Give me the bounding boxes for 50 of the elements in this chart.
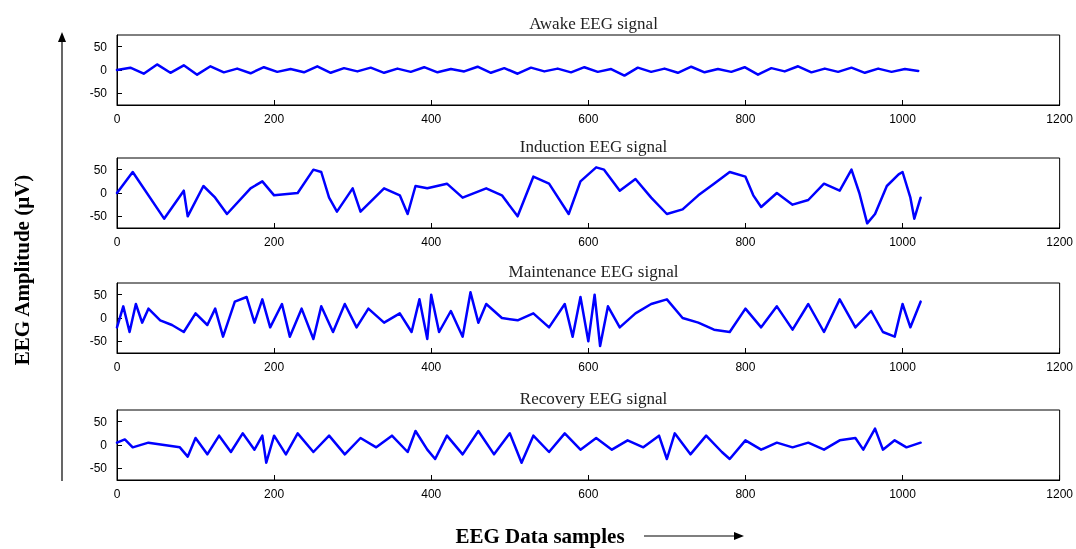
line-series (115, 427, 922, 464)
x-tick-label: 0 (113, 487, 121, 501)
x-tick-label: 600 (578, 360, 599, 374)
x-tick-label: 1000 (889, 487, 917, 501)
y-tick-label: 50 (93, 287, 108, 302)
y-tick-label: -50 (89, 461, 108, 476)
y-axis-title: EEG Amplitude (μV) (9, 174, 35, 366)
chart-title: Induction EEG signal (519, 137, 668, 156)
x-tick-label: 200 (264, 487, 285, 501)
x-tick-label: 0 (113, 360, 121, 374)
y-tick-label: -50 (89, 334, 108, 349)
y-tick-label: 50 (93, 414, 108, 429)
x-tick-label: 0 (113, 112, 121, 126)
x-tick-label: 400 (421, 112, 442, 126)
x-tick-label: 800 (735, 235, 756, 249)
x-tick-label: 1200 (1046, 360, 1074, 374)
x-tick-label: 200 (264, 112, 285, 126)
x-tick-label: 800 (735, 487, 756, 501)
x-tick-label: 200 (264, 360, 285, 374)
x-tick-label: 1000 (889, 112, 917, 126)
y-tick-label: 0 (100, 63, 108, 77)
x-tick-label: 400 (421, 360, 442, 374)
x-tick-label: 400 (421, 235, 442, 249)
x-tick-label: 600 (578, 112, 599, 126)
x-tick-label: 400 (421, 487, 442, 501)
x-tick-label: 1200 (1046, 112, 1074, 126)
y-tick-label: 50 (93, 39, 108, 54)
chart-title: Awake EEG signal (529, 14, 659, 33)
x-tick-label: 1000 (889, 235, 917, 249)
x-tick-label: 800 (735, 360, 756, 374)
chart-title: Maintenance EEG signal (508, 262, 679, 281)
x-axis-title: EEG Data samples (455, 523, 625, 549)
line-series (115, 63, 920, 77)
x-tick-label: 600 (578, 487, 599, 501)
x-tick-label: 600 (578, 235, 599, 249)
y-tick-label: 0 (100, 438, 108, 452)
line-series (115, 291, 922, 348)
y-tick-label: 0 (100, 186, 108, 200)
line-series (115, 166, 922, 225)
x-tick-label: 200 (264, 235, 285, 249)
y-tick-label: -50 (89, 86, 108, 101)
x-tick-label: 0 (113, 235, 121, 249)
x-tick-label: 1000 (889, 360, 917, 374)
y-tick-label: 0 (100, 311, 108, 325)
x-tick-label: 1200 (1046, 235, 1074, 249)
y-tick-label: 50 (93, 162, 108, 177)
x-tick-label: 800 (735, 112, 756, 126)
chart-title: Recovery EEG signal (519, 389, 668, 408)
x-tick-label: 1200 (1046, 487, 1074, 501)
y-tick-label: -50 (89, 209, 108, 224)
